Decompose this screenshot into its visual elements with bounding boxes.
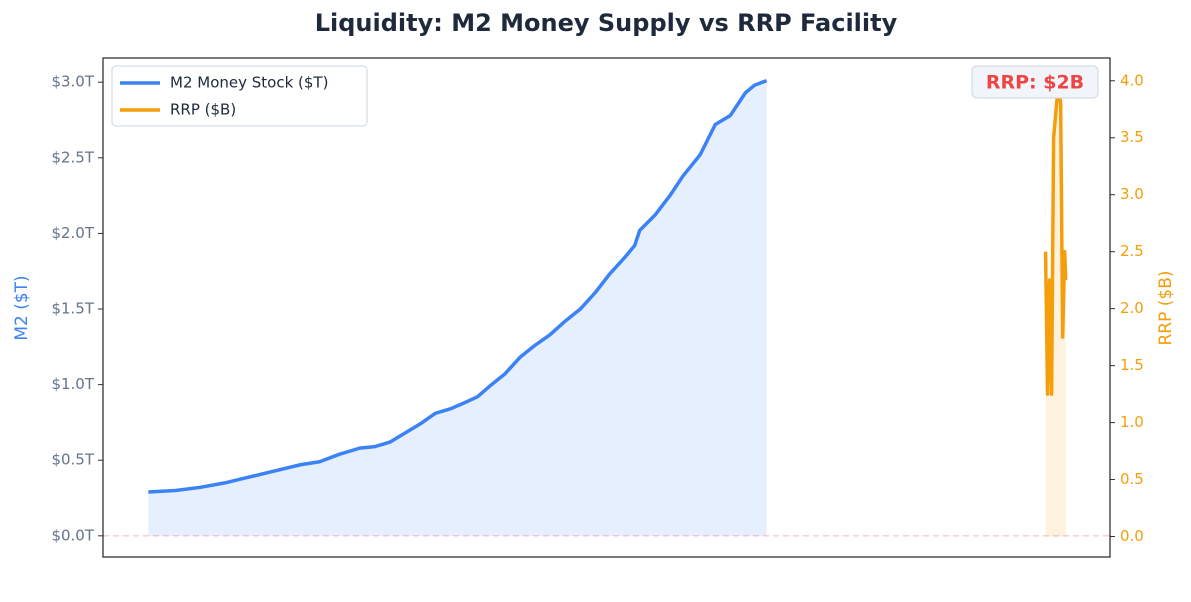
plot-frame bbox=[102, 57, 1111, 558]
y2-tick-label: 2.0 bbox=[1120, 299, 1144, 317]
line bbox=[148, 79, 768, 494]
legend-box bbox=[111, 65, 368, 127]
y-tick-label: $0.5T bbox=[51, 451, 94, 469]
y-tick-label: $1.5T bbox=[51, 300, 94, 318]
legend-label: M2 Money Stock ($T) bbox=[170, 74, 328, 92]
y-tick-label: $0.0T bbox=[51, 526, 94, 544]
chart-title: Liquidity: M2 Money Supply vs RRP Facili… bbox=[315, 9, 898, 37]
y-tick-label: $2.5T bbox=[51, 148, 94, 166]
y2-tick-label: 0.0 bbox=[1120, 527, 1144, 545]
y2-axis-label: RRP ($B) bbox=[1156, 270, 1176, 345]
y2-tick-label: 1.0 bbox=[1120, 413, 1144, 431]
y2-tick-label: 2.5 bbox=[1120, 242, 1144, 260]
y2-tick-label: 4.0 bbox=[1120, 71, 1144, 89]
y-tick-label: $2.0T bbox=[51, 224, 94, 242]
y2-tick-label: 0.5 bbox=[1120, 470, 1144, 488]
annotation: RRP: $2B bbox=[986, 72, 1084, 94]
y-tick-label: $1.0T bbox=[51, 375, 94, 393]
y2-tick-label: 1.5 bbox=[1120, 356, 1144, 374]
y-tick-label: $3.0T bbox=[51, 73, 94, 91]
y-axis-label: M2 ($T) bbox=[12, 275, 32, 340]
line bbox=[1043, 79, 1068, 396]
area bbox=[148, 80, 767, 536]
legend-label: RRP ($B) bbox=[170, 101, 236, 119]
annotation-box bbox=[971, 65, 1099, 99]
y2-tick-label: 3.0 bbox=[1120, 185, 1144, 203]
y2-tick-label: 3.5 bbox=[1120, 128, 1144, 146]
